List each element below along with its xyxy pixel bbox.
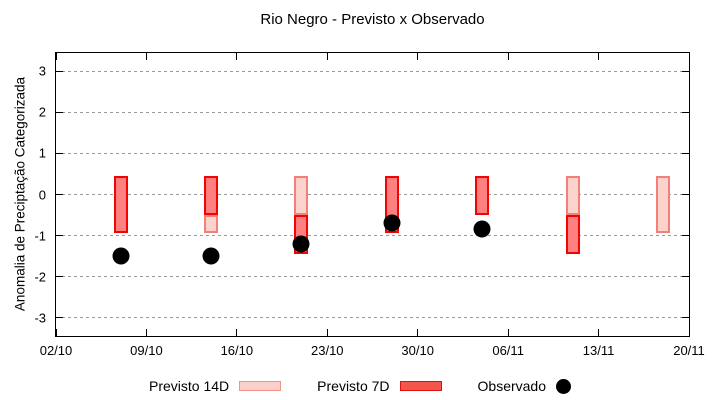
y-axis-label: Anomalia de Preciptação Categorizada <box>12 76 28 312</box>
previsto-7d-bar <box>204 176 219 215</box>
y-tick-label: 3 <box>38 63 46 79</box>
x-tick-top <box>326 53 328 60</box>
previsto-14d-bar <box>294 176 309 215</box>
x-tick-bottom <box>507 329 509 336</box>
x-tick-bottom <box>417 329 419 336</box>
observado-dot <box>383 214 401 232</box>
y-gridline <box>56 70 689 72</box>
y-tick-label: 0 <box>38 187 46 202</box>
x-tick-top <box>55 53 57 60</box>
y-tick-right <box>682 111 689 113</box>
observado-dot <box>202 247 220 265</box>
y-tick-label: -2 <box>34 269 46 285</box>
y-tick-left <box>56 194 63 195</box>
x-tick-bottom <box>688 329 690 336</box>
y-tick-right <box>682 317 689 319</box>
y-gridline <box>56 152 689 154</box>
x-tick-top <box>507 53 509 60</box>
x-tick-label: 30/10 <box>401 343 434 358</box>
previsto-7d-bar <box>565 215 580 254</box>
y-tick-left <box>56 235 63 236</box>
legend-item-previsto-7d: Previsto 7D <box>317 378 442 394</box>
observado-dot <box>292 235 310 253</box>
y-tick-left <box>56 317 63 319</box>
x-tick-label: 13/11 <box>582 343 615 358</box>
y-tick-right <box>682 194 689 195</box>
x-tick-top <box>417 53 419 60</box>
plot-area: 3 2 1 0 -1 -2 -3 02/10 09/10 16/10 23/10 30/10 06/11… <box>34 52 705 358</box>
y-tick-left <box>56 152 63 154</box>
x-tick-bottom <box>598 329 600 336</box>
x-tick-label: 02/10 <box>39 343 73 358</box>
y-tick-right <box>682 276 689 278</box>
x-tick-label: 09/10 <box>130 343 163 358</box>
previsto-7d-bar <box>475 176 490 215</box>
x-tick-label: 20/11 <box>673 343 705 358</box>
y-gridline <box>56 111 689 113</box>
y-tick-label: 1 <box>38 145 46 161</box>
x-tick-label: 23/10 <box>311 343 344 358</box>
y-tick-left <box>56 111 63 113</box>
previsto-14d-bar <box>656 176 671 234</box>
y-gridline <box>56 317 689 319</box>
x-tick-top <box>145 53 147 60</box>
y-tick-right <box>682 70 689 72</box>
y-tick-left <box>56 70 63 72</box>
y-gridline <box>56 235 689 236</box>
legend-label-previsto-14d: Previsto 14D <box>149 378 230 394</box>
legend-item-observado: Observado <box>478 378 571 394</box>
y-tick-label: 2 <box>38 104 46 120</box>
x-tick-top <box>688 53 690 60</box>
x-tick-top <box>236 53 238 60</box>
x-tick-top <box>598 53 600 60</box>
y-tick-left <box>56 276 63 278</box>
x-tick-label: 16/10 <box>220 343 254 358</box>
y-tick-right <box>682 152 689 154</box>
legend-item-previsto-14d: Previsto 14D <box>149 378 282 394</box>
previsto-7d-swatch-icon <box>399 381 442 391</box>
x-tick-bottom <box>55 329 57 336</box>
x-tick-bottom <box>236 329 238 336</box>
observado-dot <box>112 247 130 265</box>
x-tick-bottom <box>326 329 328 336</box>
previsto-14d-swatch-icon <box>239 381 282 391</box>
legend: Previsto 14D Previsto 7D Observado <box>0 375 720 397</box>
y-gridline <box>56 276 689 278</box>
legend-label-previsto-7d: Previsto 7D <box>317 378 390 394</box>
y-tick-label: -1 <box>34 228 46 243</box>
x-tick-label: 06/11 <box>492 343 524 358</box>
previsto-7d-bar <box>113 176 128 234</box>
chart-title: Rio Negro - Previsto x Observado <box>260 11 485 28</box>
y-tick-label: -3 <box>34 310 46 326</box>
y-gridline <box>56 194 689 195</box>
legend-label-observado: Observado <box>477 378 546 394</box>
previsto-14d-bar <box>204 215 219 234</box>
observado-dot-icon <box>556 378 571 394</box>
observado-dot <box>473 220 491 238</box>
x-tick-bottom <box>145 329 147 336</box>
y-tick-right <box>682 235 689 236</box>
previsto-14d-bar <box>565 176 580 215</box>
